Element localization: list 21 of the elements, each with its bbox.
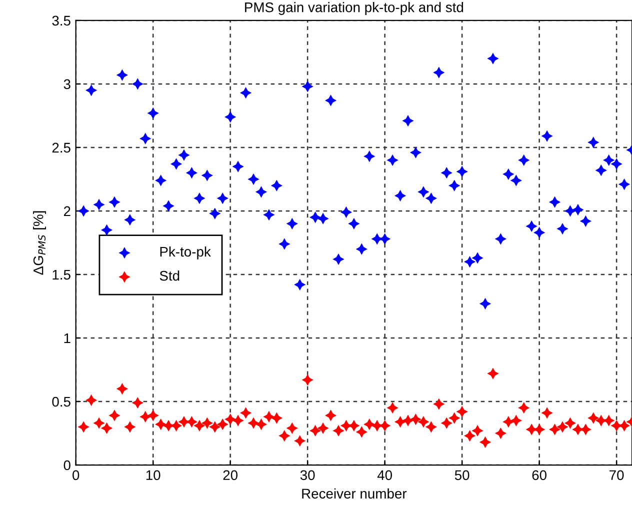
y-tick-label: 1 xyxy=(64,333,70,344)
y-tick-label: 3.5 xyxy=(52,16,70,26)
y-tick-label: 2.5 xyxy=(52,142,70,153)
y-tick-label: 1.5 xyxy=(52,270,70,280)
y-tick-label: 0 xyxy=(64,460,70,470)
x-tick-label: 30 xyxy=(300,470,315,480)
x-tick-label: 50 xyxy=(454,470,470,480)
y-tick-label: 0.5 xyxy=(52,396,70,407)
legend-label: Pk-to-pk xyxy=(160,246,211,260)
chart-title: PMS gain variation pk-to-pk and std xyxy=(245,2,464,15)
y-tick-label: 3 xyxy=(64,79,70,90)
y-axis-title: ΔG$_{PMS}$ [%] xyxy=(33,211,46,275)
x-axis-title: Receiver number xyxy=(302,488,407,499)
x-tick-label: 20 xyxy=(223,470,238,480)
x-tick-label: 0 xyxy=(72,470,80,480)
y-tick-label: 2 xyxy=(64,206,70,216)
x-tick-label: 60 xyxy=(532,470,546,480)
x-tick-label: 70 xyxy=(610,470,624,480)
x-tick-label: 40 xyxy=(377,470,392,480)
legend-label: Std xyxy=(160,270,180,281)
x-tick-label: 10 xyxy=(146,470,160,480)
